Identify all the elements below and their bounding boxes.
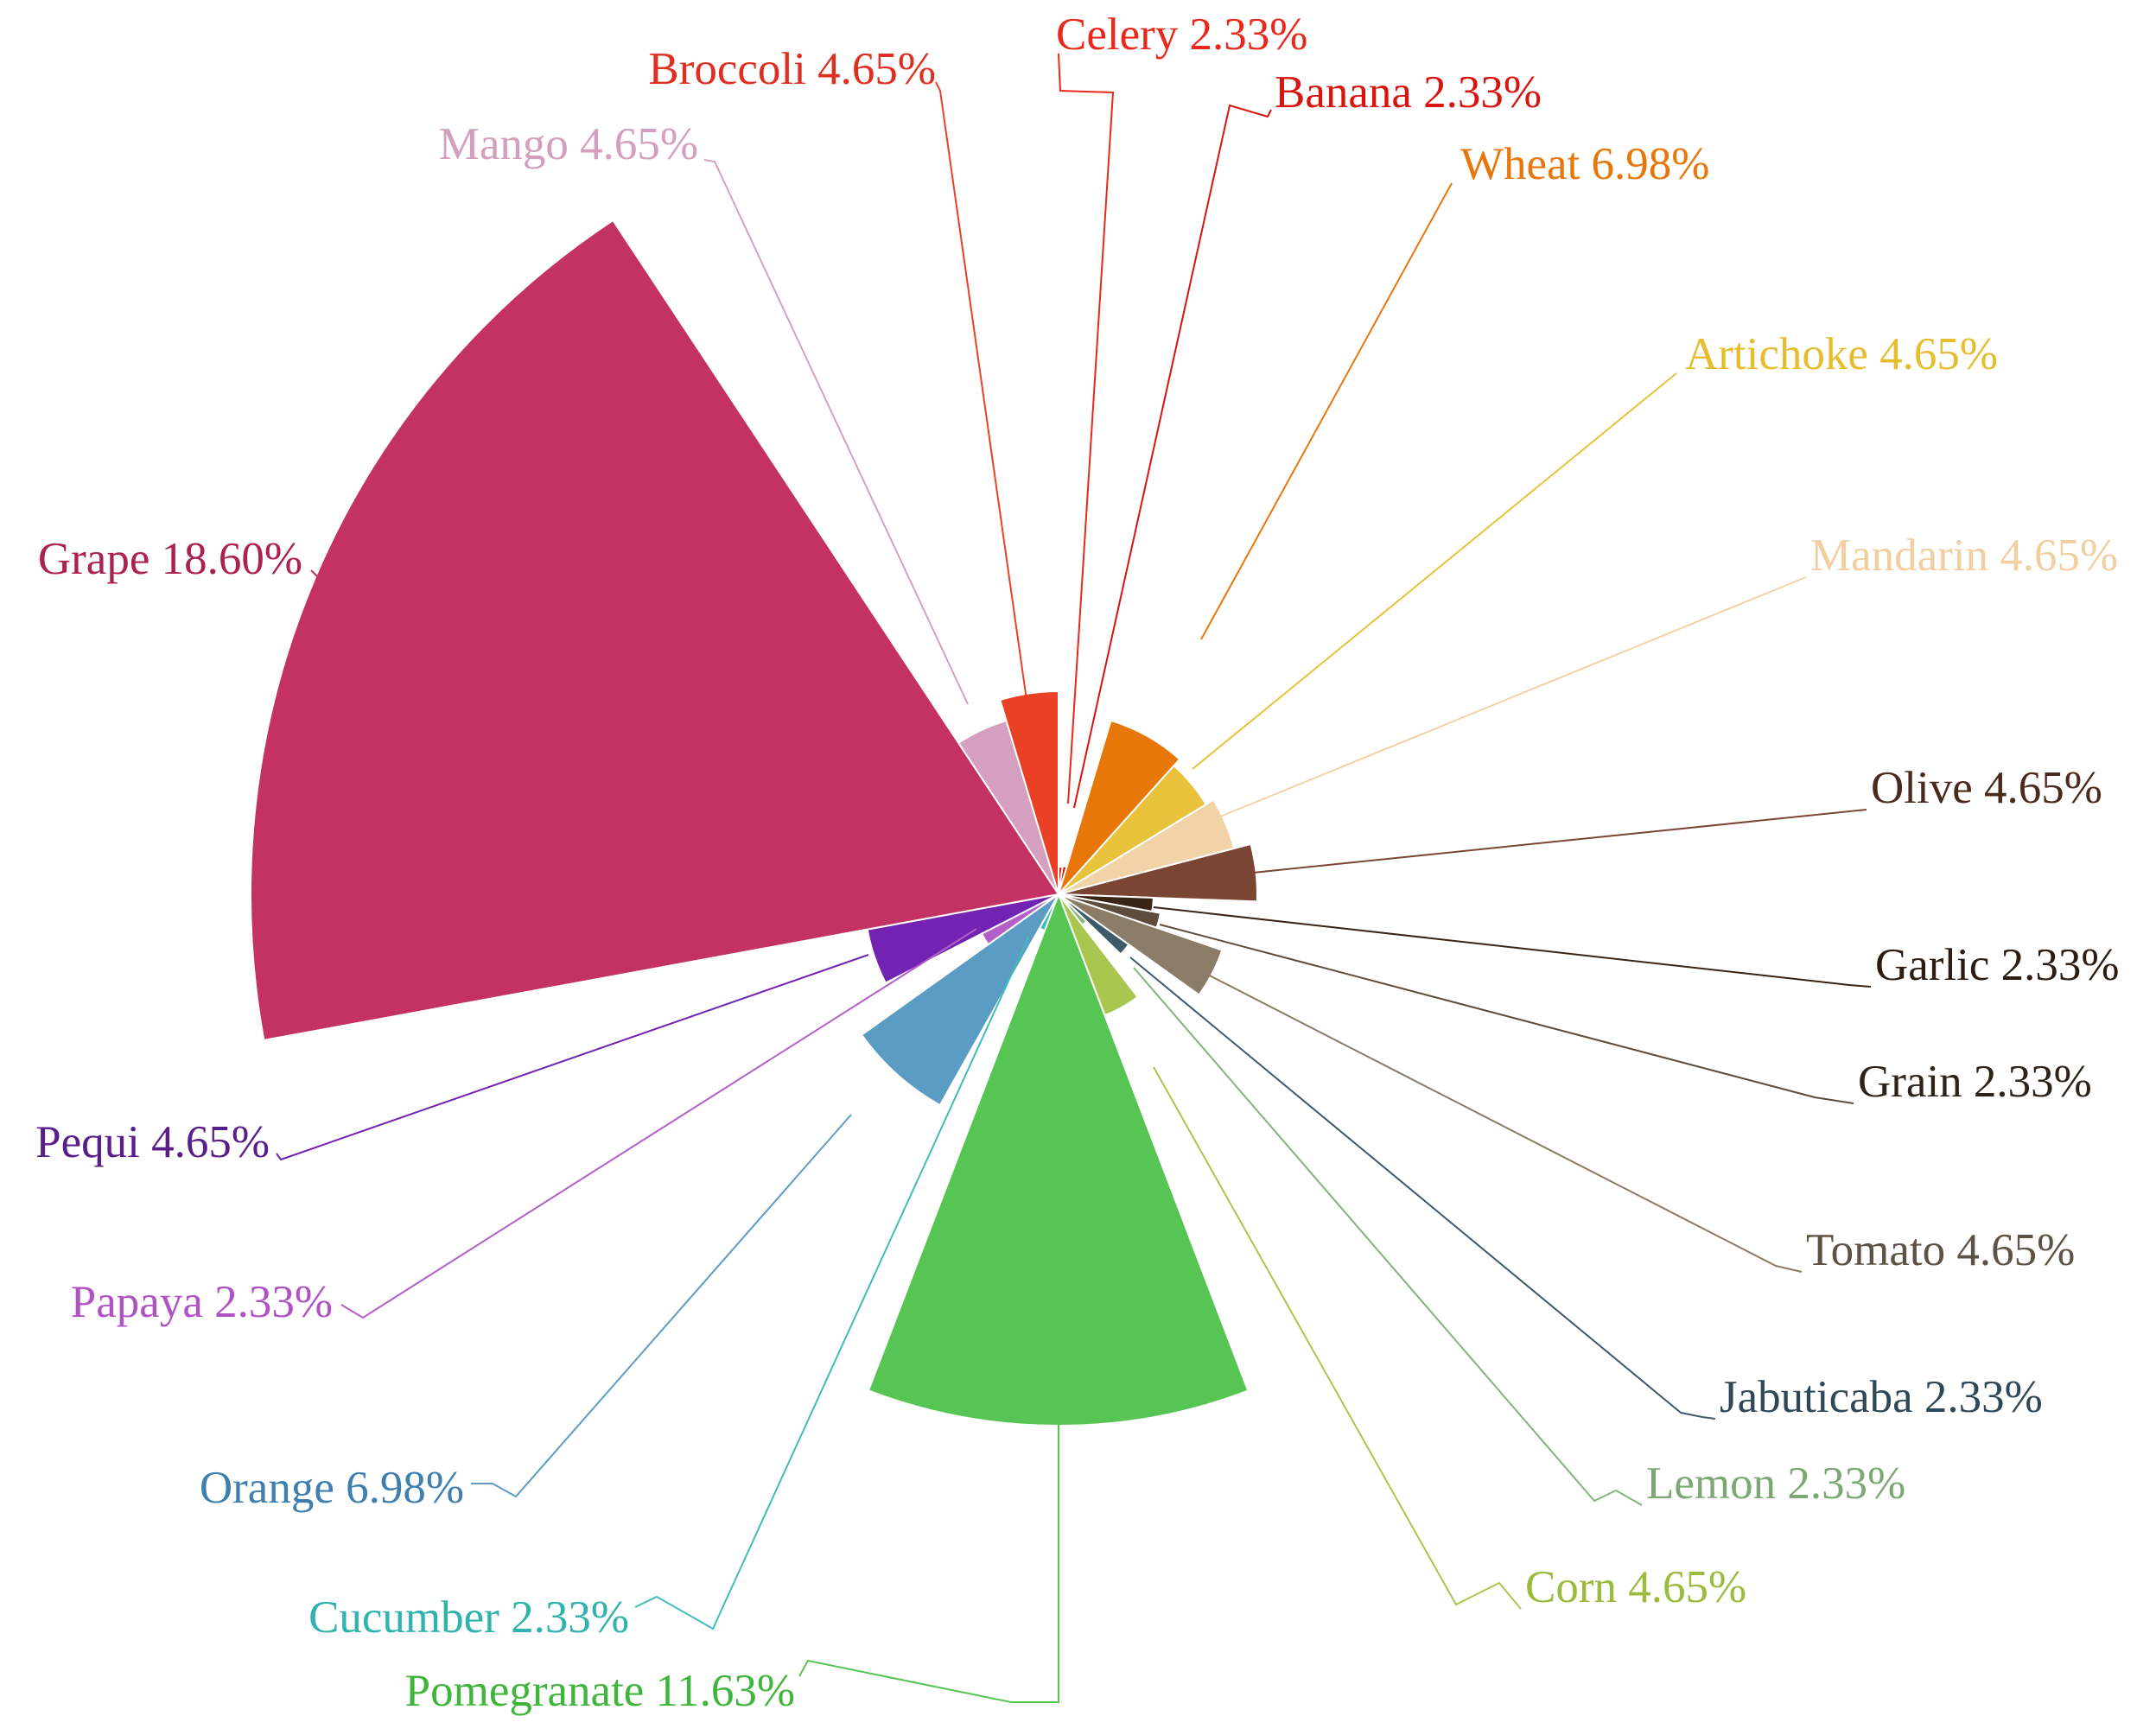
slice-orange (860, 893, 1059, 1107)
label-pomegranate: Pomegranate 11.63% (405, 1666, 795, 1716)
label-olive: Olive 4.65% (1871, 763, 2102, 813)
leader-line-pequi (276, 954, 869, 1161)
label-tomato: Tomato 4.65% (1806, 1225, 2075, 1275)
leader-line-jabuticaba (1129, 956, 1716, 1420)
label-garlic: Garlic 2.33% (1875, 940, 2120, 990)
label-papaya: Papaya 2.33% (71, 1277, 333, 1327)
leader-line-banana (1073, 104, 1272, 809)
leader-line-garlic (1153, 906, 1872, 988)
leader-line-mandarin (1209, 576, 1807, 822)
leader-line-broccoli (935, 81, 1027, 701)
labels-group: Celery 2.33% Banana 2.33% Wheat 6.98% Artic… (35, 10, 2119, 1716)
leader-line-tomato (1202, 971, 1803, 1273)
leader-line-cucumber (634, 937, 1029, 1630)
label-pequi: Pequi 4.65% (35, 1117, 270, 1167)
leader-line-orange (471, 1114, 852, 1498)
label-celery: Celery 2.33% (1056, 10, 1307, 60)
leader-line-lemon (1133, 967, 1643, 1506)
label-broccoli: Broccoli 4.65% (648, 44, 936, 94)
label-cucumber: Cucumber 2.33% (308, 1592, 629, 1643)
leader-line-corn (1153, 1066, 1522, 1610)
leader-line-grain (1159, 924, 1854, 1104)
label-artichoke: Artichoke 4.65% (1685, 329, 1998, 379)
label-jabuticaba: Jabuticaba 2.33% (1720, 1372, 2043, 1422)
label-grape: Grape 18.60% (38, 534, 302, 584)
slice-tomato (1058, 893, 1224, 996)
leader-line-celery (1058, 53, 1115, 804)
label-corn: Corn 4.65% (1525, 1562, 1746, 1612)
slice-grape (250, 219, 1060, 1042)
leader-line-grape (310, 569, 321, 580)
label-mango: Mango 4.65% (439, 119, 698, 169)
label-banana: Banana 2.33% (1275, 67, 1542, 118)
slice-broccoli (999, 690, 1059, 895)
label-lemon: Lemon 2.33% (1646, 1459, 1905, 1509)
leader-line-pomegranate (798, 1395, 1059, 1703)
label-orange: Orange 6.98% (200, 1463, 464, 1513)
label-mandarin: Mandarin 4.65% (1810, 531, 2118, 581)
leader-lines-group (276, 53, 1872, 1703)
slices-group (250, 219, 1258, 1427)
leader-line-wheat (1200, 182, 1453, 640)
label-wheat: Wheat 6.98% (1460, 139, 1709, 189)
slice-jabuticaba (1058, 893, 1130, 956)
slice-wheat (1058, 719, 1181, 895)
leader-line-artichoke (1192, 372, 1677, 770)
label-grain: Grain 2.33% (1858, 1057, 2092, 1107)
leader-line-papaya (340, 928, 977, 1319)
leader-line-mango (703, 159, 969, 705)
leader-line-olive (1252, 809, 1867, 874)
